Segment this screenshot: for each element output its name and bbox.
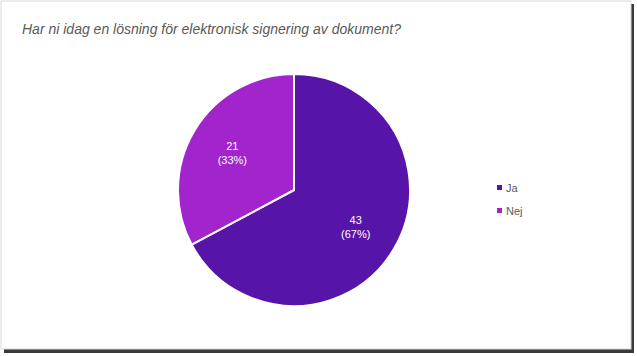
data-label-line: (33%) (218, 154, 247, 166)
legend-swatch (497, 208, 502, 213)
legend-swatch (497, 185, 502, 190)
title: Har ni idag en lösning för elektronisk s… (22, 21, 401, 37)
legend-label: Ja (506, 182, 519, 194)
data-label-line: (67%) (341, 228, 370, 240)
pie (178, 74, 410, 306)
data-label: 43 (67%) (341, 214, 370, 240)
data-label-line: 21 (226, 140, 238, 152)
chart: Har ni idag en lösning för elektronisk s… (0, 0, 637, 356)
legend-label: Nej (506, 205, 523, 217)
data-label-line: 43 (350, 214, 362, 226)
pie-slice (178, 74, 294, 245)
frame (1, 1, 631, 349)
data-label: 21 (33%) (218, 140, 247, 166)
